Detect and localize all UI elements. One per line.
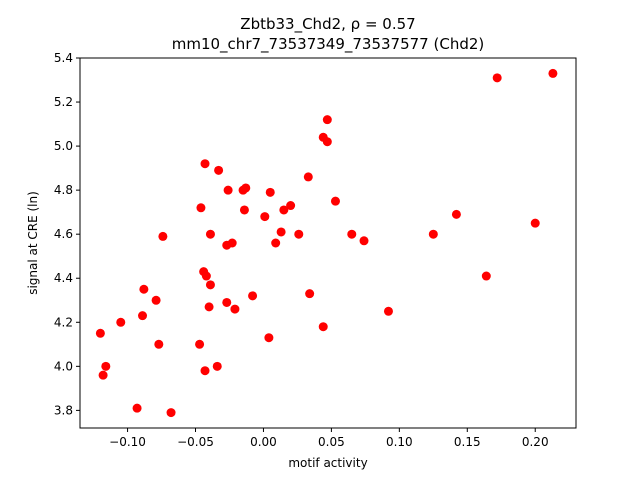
data-point-32 (481, 271, 491, 281)
chart-title-line1: Zbtb33_Chd2, ρ = 0.57 (240, 15, 415, 34)
chart-title-line2: mm10_chr7_73537349_73537577 (Chd2) (172, 35, 485, 54)
x-tick-label: 0.00 (250, 435, 277, 449)
x-tick-label: 0.20 (522, 435, 549, 449)
data-point-36 (151, 295, 161, 305)
data-point-31 (201, 271, 211, 281)
data-point-28 (271, 238, 281, 248)
data-point-11 (265, 187, 275, 197)
y-tick-label: 5.0 (54, 139, 73, 153)
y-tick-label: 5.2 (54, 95, 73, 109)
data-point-14 (196, 203, 206, 213)
x-tick-label: 0.15 (454, 435, 481, 449)
y-tick-label: 4.4 (54, 271, 73, 285)
data-point-6 (214, 165, 224, 175)
data-point-23 (294, 229, 304, 239)
data-point-24 (347, 229, 357, 239)
data-point-39 (222, 297, 232, 307)
data-point-41 (383, 306, 393, 316)
data-point-53 (132, 403, 142, 413)
data-point-5 (200, 159, 210, 169)
y-tick-label: 4.0 (54, 359, 73, 373)
data-point-13 (286, 201, 296, 211)
y-tick-label: 4.2 (54, 315, 73, 329)
data-point-51 (98, 370, 108, 380)
data-point-42 (138, 311, 148, 321)
data-point-43 (116, 317, 126, 327)
data-point-49 (212, 361, 222, 371)
data-point-25 (428, 229, 438, 239)
data-point-10 (241, 183, 251, 193)
data-point-46 (264, 333, 274, 343)
data-point-44 (318, 322, 328, 332)
data-point-54 (166, 408, 176, 418)
x-axis-ticks: −0.10 −0.05 0.00 0.05 0.10 0.15 0.20 (109, 428, 549, 449)
x-tick-label: −0.05 (177, 435, 214, 449)
data-point-50 (101, 361, 111, 371)
data-point-37 (248, 291, 258, 301)
data-point-17 (260, 212, 270, 222)
data-point-16 (279, 205, 289, 215)
data-point-2 (322, 115, 332, 125)
data-point-21 (205, 229, 215, 239)
y-tick-label: 5.4 (54, 51, 73, 65)
data-point-19 (530, 218, 540, 228)
data-point-15 (239, 205, 249, 215)
data-point-52 (200, 366, 210, 376)
data-point-27 (227, 238, 237, 248)
data-point-45 (95, 328, 105, 338)
data-point-18 (451, 209, 461, 219)
y-axis-ticks: 3.8 4.0 4.2 4.4 4.6 4.8 5.0 5.2 5.4 (54, 51, 80, 417)
data-point-35 (305, 289, 315, 299)
data-point-38 (204, 302, 214, 312)
plot-frame (79, 57, 577, 429)
data-point-4 (322, 137, 332, 147)
y-tick-label: 4.8 (54, 183, 73, 197)
y-tick-label: 4.6 (54, 227, 73, 241)
x-tick-label: 0.10 (386, 435, 413, 449)
data-point-20 (158, 231, 168, 241)
data-point-12 (330, 196, 340, 206)
data-point-40 (230, 304, 240, 314)
y-axis-label: signal at CRE (ln) (26, 191, 40, 295)
data-point-34 (139, 284, 149, 294)
data-point-47 (154, 339, 164, 349)
x-axis-label: motif activity (288, 456, 367, 470)
x-tick-label: −0.10 (109, 435, 146, 449)
y-tick-label: 3.8 (54, 403, 73, 417)
data-points (95, 68, 558, 418)
data-point-48 (195, 339, 205, 349)
data-point-33 (205, 280, 215, 290)
data-point-7 (303, 172, 313, 182)
data-point-0 (492, 73, 502, 83)
data-point-22 (276, 227, 286, 237)
data-point-29 (359, 236, 369, 246)
data-point-8 (223, 185, 233, 195)
data-point-1 (548, 68, 558, 78)
x-tick-label: 0.05 (318, 435, 345, 449)
